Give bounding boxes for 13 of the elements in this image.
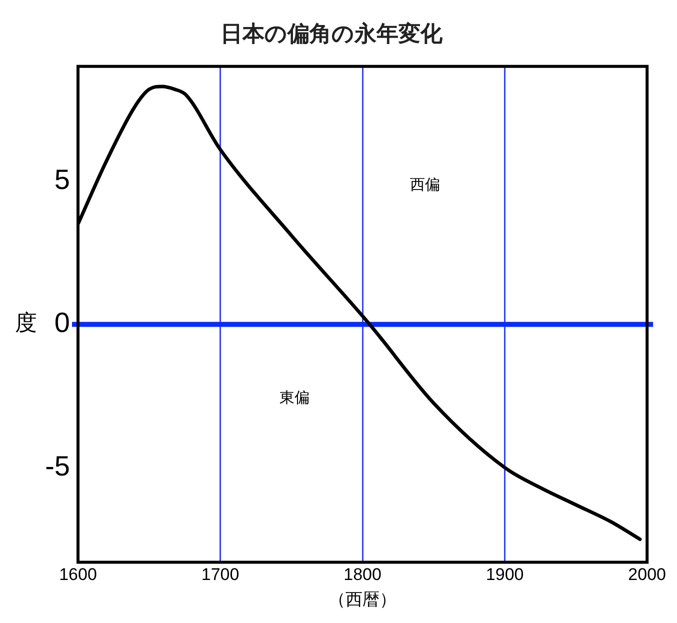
- x-axis-title: （西暦）: [328, 590, 397, 610]
- x-tick-label: 1800: [344, 565, 382, 584]
- x-tick-label: 1600: [59, 565, 97, 584]
- y-tick-label: 5: [54, 164, 70, 195]
- x-tick-label: 1900: [486, 565, 524, 584]
- y-tick-label: 0: [54, 307, 70, 338]
- x-tick-label: 1700: [201, 565, 240, 584]
- chart-title: 日本の偏角の永年変化: [220, 20, 444, 47]
- annotation: 西偏: [410, 175, 440, 194]
- x-tick-label: 2000: [628, 565, 666, 584]
- annotation: 東偏: [279, 388, 310, 406]
- y-axis-title: 度: [15, 311, 37, 336]
- y-tick-label: -5: [45, 450, 70, 482]
